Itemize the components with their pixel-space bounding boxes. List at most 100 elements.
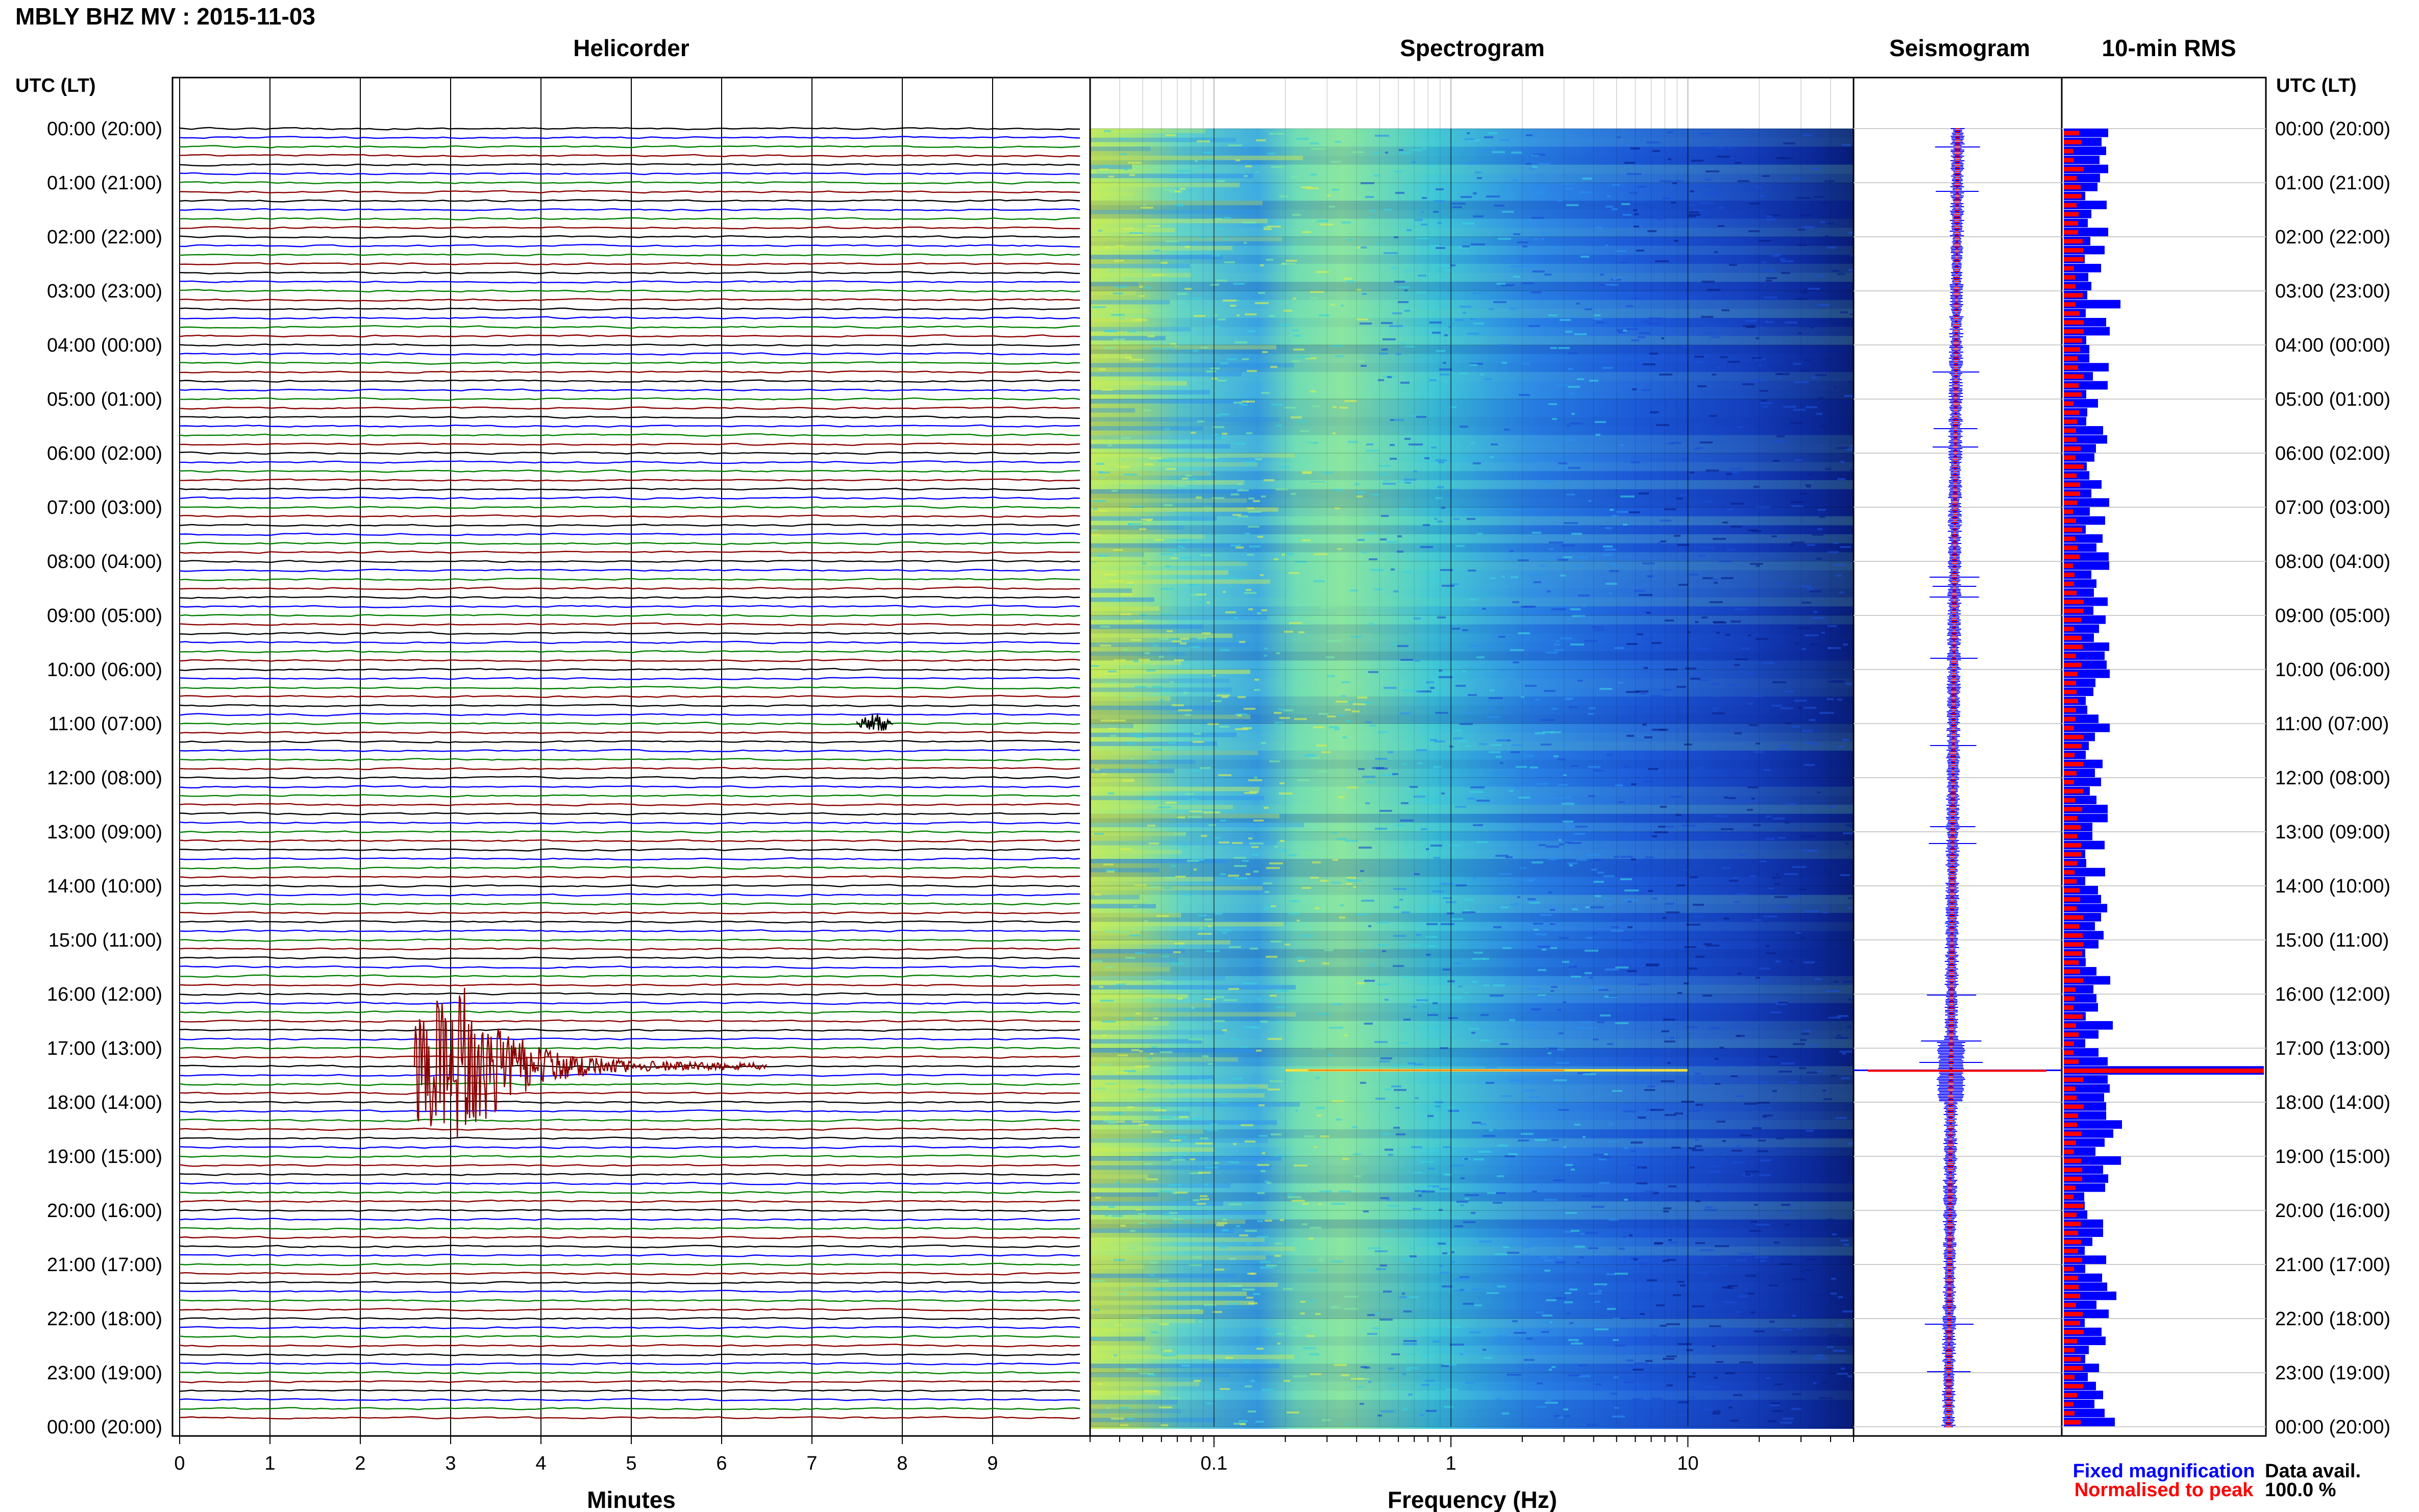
time-label-right: 12:00 (08:00) [2275,767,2390,789]
spectrogram-cell [1448,1017,1458,1019]
spectrogram-cell [1688,296,1695,299]
spectrogram-cell [1238,515,1248,517]
spectrogram-cell [1239,641,1245,643]
spectrogram-cell [1127,330,1137,332]
helicorder-trace [179,857,1080,861]
spectrogram-cell [1316,745,1327,747]
spectrogram-cell [1489,689,1494,691]
spectrogram-cell [1414,796,1425,798]
spectrogram-cell [1690,190,1694,192]
spectrogram-cell [1257,1236,1269,1238]
spectrogram-lowfreq-cell [1090,877,1214,882]
spectrogram-cell [1264,807,1269,809]
spectrogram-cell [1236,1225,1240,1227]
spectrogram-cell [1630,1164,1637,1166]
spectrogram-cell [1520,867,1527,869]
spectrogram-cell [1681,710,1690,712]
spectrogram-cell [1592,626,1603,628]
spectrogram-row [1090,832,1854,841]
spectrogram-cell [1190,810,1202,812]
spectrogram-cell [1465,1198,1469,1200]
spectrogram-cell [1300,430,1310,432]
spectrogram-cell [1268,1088,1280,1090]
time-label-left: 09:00 (05:00) [47,605,162,627]
spectrogram-cell [1661,337,1664,339]
spectrogram-cell [1287,854,1296,856]
spectrogram-row [1090,561,1854,571]
spectrogram-cell [1443,897,1452,899]
spectrogram-cell [1353,703,1366,705]
spectrogram-panel: 0.1 1 10 Frequency (Hz) [1089,77,1863,1512]
spectrogram-cell [1480,374,1484,376]
spectrogram-cell [1532,154,1545,156]
spectrogram-cell [1367,1333,1377,1335]
spectrogram-cell [1769,1284,1779,1286]
spectrogram-cell [1615,250,1626,252]
spectrogram-cell [1814,611,1817,613]
rms-bar-normalised [2064,266,2074,271]
spectrogram-cell [1329,1027,1343,1029]
spectrogram-cell [1464,899,1474,901]
spectrogram-cell [1844,400,1852,402]
spectrogram-cell [1716,1121,1725,1123]
spectrogram-cell [1669,1242,1677,1244]
spectrogram-cell [1098,471,1103,473]
helicorder-trace [179,821,1080,825]
spectrogram-lowfreq-cell [1090,985,1296,990]
spectrogram-cell [1824,1292,1829,1294]
spectrogram-cell [1816,959,1824,961]
helicorder-trace [179,695,1080,699]
helicorder-trace [179,1181,1080,1185]
spectrogram-cell [1690,472,1694,474]
spectrogram-cell [1727,146,1734,148]
spectrogram-cell [1816,1382,1828,1384]
spectrogram-cell [1801,937,1805,939]
spectrogram-cell [1540,1151,1544,1153]
spectrogram-cell [1233,402,1242,404]
spectrogram-row [1090,272,1854,282]
spectrogram-cell [1116,982,1122,984]
spectrogram-cell [1261,392,1270,394]
data-availability-value: 100.0 % [2265,1479,2336,1501]
spectrogram-cell [1809,850,1818,852]
spectrogram-cell [1400,659,1413,661]
spectrogram-cell [1310,173,1317,176]
spectrogram-lowfreq-cell [1090,1408,1181,1414]
spectrogram-row [1090,1165,1854,1175]
helicorder-event-trace [414,987,767,1138]
spectrogram-cell [1356,982,1365,984]
spectrogram-cell [1380,1197,1389,1199]
spectrogram-cell [1213,426,1224,428]
spectrogram-cell [1645,1360,1652,1362]
spectrogram-cell [1590,906,1603,908]
spectrogram-cell [1312,1047,1326,1049]
spectrogram-cell [1503,1246,1509,1248]
spectrogram-cell [1322,1419,1331,1421]
spectrogram-row [1090,471,1854,480]
rms-bar-normalised [2064,1068,2264,1073]
spectrogram-cell [1373,588,1383,590]
spectrogram-cell [1396,353,1401,355]
spectrogram-title: Spectrogram [1400,35,1545,61]
spectrogram-cell [1404,438,1411,440]
spectrogram-cell [1670,1037,1674,1039]
spectrogram-cell [1352,1126,1357,1128]
spectrogram-cell [1588,795,1595,797]
spectrogram-lowfreq-cell [1090,751,1258,755]
spectrogram-cell [1313,726,1324,728]
rms-bar-normalised [2064,1393,2077,1398]
spectrogram-cell [1254,689,1260,691]
spectrogram-row [1090,967,1854,976]
spectrogram-cell [1427,1115,1434,1117]
spectrogram-cell [1177,546,1183,548]
spectrogram-cell [1816,558,1822,560]
spectrogram-row [1090,1111,1854,1121]
spectrogram-cell [1315,1313,1321,1315]
spectrogram-cell [1702,995,1712,997]
spectrogram-cell [1257,999,1261,1001]
rms-bar-normalised [2064,1176,2082,1181]
spectrogram-lowfreq-cell [1090,642,1250,647]
spectrogram-cell [1714,251,1718,253]
spectrogram-cell [1809,1045,1819,1047]
spectrogram-cell [1606,1273,1616,1275]
